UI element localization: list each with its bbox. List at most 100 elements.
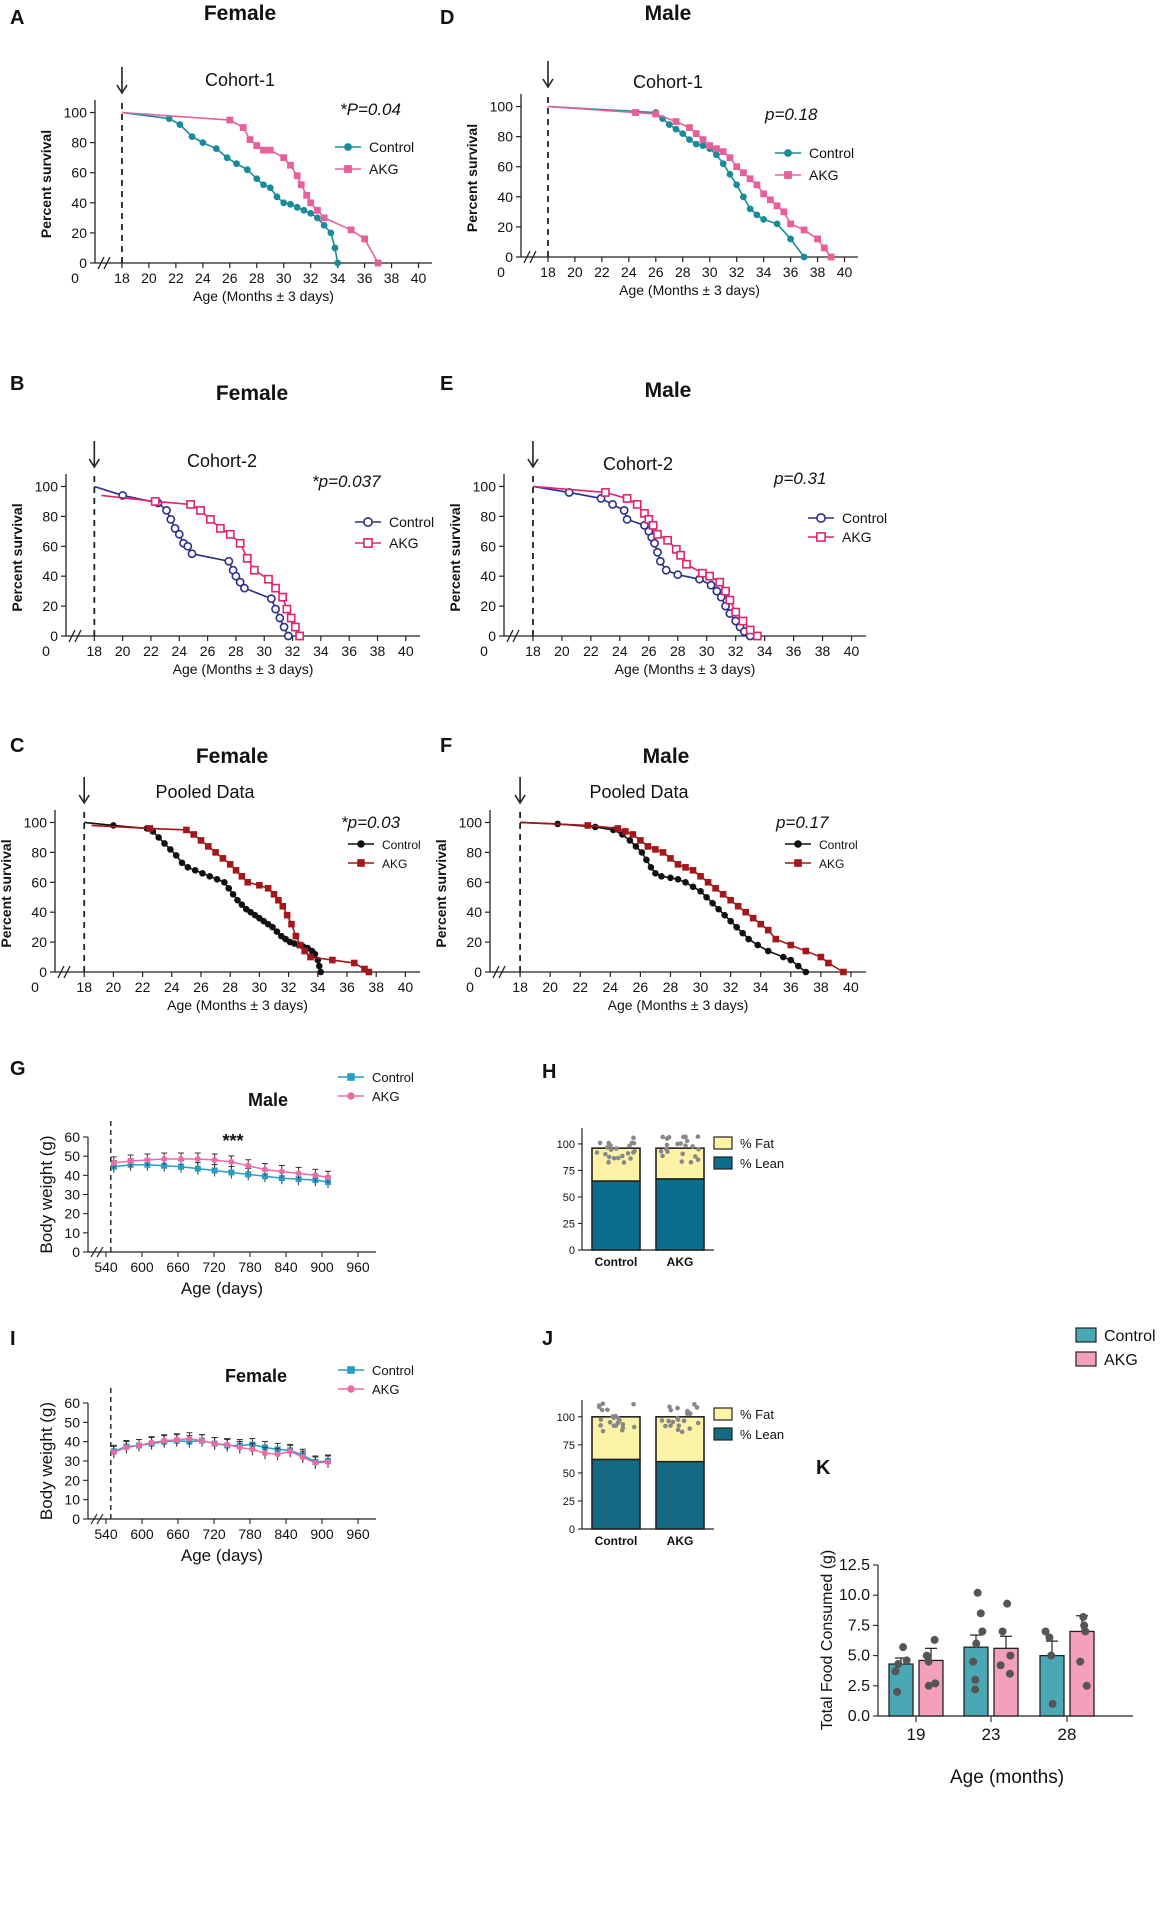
legend-swatch [713, 1427, 733, 1441]
legend-swatch [713, 1156, 733, 1170]
legend-label: Control [389, 514, 434, 530]
data-point-akg [787, 220, 794, 228]
individual-point [668, 1423, 673, 1428]
data-point-control [155, 834, 162, 841]
category-label: Control [595, 1255, 638, 1269]
y-tick-label: 60 [71, 165, 87, 181]
individual-point [1080, 1621, 1089, 1630]
x-tick-label: 26 [200, 643, 216, 659]
data-point-control [280, 199, 288, 207]
data-point-control [184, 864, 192, 871]
legend-label: AKG [842, 529, 872, 545]
legend-marker [784, 171, 792, 179]
treatment-arrow-head [78, 794, 90, 805]
data-point-akg [279, 902, 287, 910]
data-point-control [740, 193, 747, 201]
data-point-akg [186, 1435, 193, 1442]
data-point-control [679, 130, 687, 138]
individual-point [616, 1416, 621, 1421]
individual-point [615, 1420, 621, 1426]
individual-point [659, 1418, 665, 1423]
series-line-control [94, 485, 290, 637]
data-point-akg [817, 953, 825, 961]
x-tick-label: 24 [171, 643, 187, 659]
survival-panel-b: B Female Cohort-2 *p=0.037 0 20 40 60 80 100 0 18 20… [9, 373, 434, 677]
individual-point [670, 1419, 676, 1425]
panel-title: Female [225, 1366, 287, 1386]
individual-point [1041, 1627, 1050, 1636]
y-tick-label: 40 [31, 904, 47, 920]
panel-letter: F [440, 735, 452, 757]
data-point-control [719, 160, 727, 168]
data-point-akg [244, 878, 252, 886]
data-point-control [745, 935, 752, 943]
data-point-akg [161, 1156, 168, 1163]
panel-title: Male [645, 2, 692, 25]
data-point-control [608, 500, 617, 509]
panel-letter: B [10, 373, 24, 395]
individual-point [973, 1588, 982, 1597]
x-axis-label: Age (Months ± 3 days) [193, 288, 334, 304]
axis-break-mark [498, 965, 506, 979]
individual-point [611, 1155, 617, 1161]
series-line-control [121, 111, 339, 264]
y-tick-label: 0 [79, 255, 87, 271]
data-point-akg [697, 568, 707, 578]
panel-title: Female [196, 745, 268, 768]
data-point-akg [361, 235, 368, 243]
legend-label: AKG [372, 1089, 399, 1104]
individual-point [599, 1407, 605, 1413]
y-tick-label: 20 [64, 1472, 80, 1488]
x-tick-label: 26 [222, 270, 238, 286]
data-point-control [647, 864, 655, 871]
x-tick-label: 20 [141, 270, 157, 286]
x-tick-label: 30 [256, 643, 272, 659]
data-point-akg [653, 529, 662, 539]
data-point-akg [278, 592, 288, 602]
axis-break-mark [529, 250, 537, 264]
legend-label: Control [382, 838, 421, 852]
data-point-control [287, 200, 294, 208]
data-point-control [638, 849, 646, 856]
y-tick-label: 75 [563, 1440, 575, 1452]
y-tick-label: 20 [31, 934, 47, 950]
data-point-control [178, 859, 186, 867]
survival-panel-f: F Male Pooled Data p=0.17 0 20 40 60 80 100 0 18 20 2… [433, 735, 866, 1013]
data-point-akg [699, 136, 707, 144]
data-point-akg [295, 1170, 302, 1177]
x-axis-label: Age (Months ± 3 days) [619, 282, 760, 298]
data-point-control [760, 215, 768, 223]
bodycomp-panel-j: J 0 25 50 75 100 Control AKG % Fat % Lean [542, 1328, 784, 1548]
individual-point [996, 1661, 1005, 1670]
data-point-control [622, 514, 632, 524]
data-point-control [269, 923, 276, 931]
individual-point [628, 1156, 633, 1161]
data-point-akg [206, 514, 215, 524]
individual-point [600, 1401, 606, 1407]
data-point-control [653, 547, 662, 557]
data-point-akg [236, 1444, 243, 1451]
x-tick-label: 540 [94, 1259, 118, 1275]
panel-letter: K [816, 1457, 831, 1479]
data-point-control [787, 956, 795, 964]
series-line-control [84, 821, 322, 973]
y-tick-label: 100 [557, 1412, 575, 1424]
data-point-akg [303, 191, 311, 199]
data-point-control [162, 505, 171, 515]
series-line-akg [101, 494, 301, 637]
legend-marker [347, 1385, 355, 1393]
y-tick-label: 20 [466, 934, 482, 950]
x-tick-label: 26 [648, 264, 664, 280]
data-point-akg [235, 538, 245, 548]
data-point-control [224, 556, 234, 566]
data-point-akg [600, 488, 610, 497]
individual-point [631, 1135, 636, 1141]
y-tick-label: 40 [466, 904, 482, 920]
legend-label: % Fat [740, 1407, 774, 1422]
individual-point [1003, 1599, 1012, 1608]
legend-label: Control [372, 1070, 414, 1085]
individual-point [894, 1660, 903, 1669]
x-tick-label: 960 [346, 1259, 370, 1275]
individual-point [931, 1679, 940, 1688]
